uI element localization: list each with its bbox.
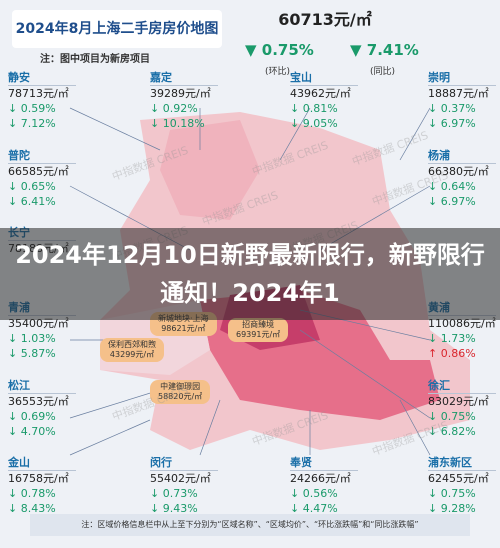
district-yoy: ↓ 6.97% <box>428 117 476 130</box>
district-price: 36553元/㎡ <box>8 395 69 408</box>
district-price: 35400元/㎡ <box>8 317 69 330</box>
district-name: 松江 <box>8 378 76 394</box>
district-mom: ↓ 0.64% <box>428 180 476 193</box>
district-mom: ↓ 1.73% <box>428 332 476 345</box>
district-name: 嘉定 <box>150 70 218 86</box>
yoy-value: 7.41% <box>366 41 419 59</box>
district-yoy: ↓ 9.43% <box>150 502 198 515</box>
project-name: 保利西郊和煦 <box>108 340 156 349</box>
project-price: 58820元/㎡ <box>158 392 203 401</box>
district-name: 崇明 <box>428 70 496 86</box>
district-name: 宝山 <box>290 70 358 86</box>
avg-price: 60713元/㎡ <box>278 10 372 29</box>
district-price: 24266元/㎡ <box>290 472 351 485</box>
district-price: 43962元/㎡ <box>290 87 351 100</box>
district-mom: ↓ 1.03% <box>8 332 56 345</box>
district-mom: ↓ 0.65% <box>8 180 56 193</box>
district-name: 杨浦 <box>428 148 496 164</box>
district-price: 110086元/㎡ <box>428 317 496 330</box>
district-name: 闵行 <box>150 455 218 471</box>
district-price: 18887元/㎡ <box>428 87 489 100</box>
overlay-title: 2024年12月10日新野最新限行，新野限行通知！2024年1 <box>15 241 485 307</box>
district-mom: ↓ 0.75% <box>428 487 476 500</box>
district-mom: ↓ 0.37% <box>428 102 476 115</box>
project-label: 招商臻境 69391元/㎡ <box>228 318 289 342</box>
district-info: 闵行 55402元/㎡ ↓ 0.73% ↓ 9.43% <box>150 455 218 516</box>
district-yoy: ↓ 9.28% <box>428 502 476 515</box>
district-mom: ↓ 0.75% <box>428 410 476 423</box>
note: 注：图中项目为新房项目 <box>40 54 150 65</box>
district-name: 普陀 <box>8 148 76 164</box>
district-yoy: ↓ 8.43% <box>8 502 56 515</box>
district-yoy: ↓ 10.18% <box>150 117 205 130</box>
district-info: 松江 36553元/㎡ ↓ 0.69% ↓ 4.70% <box>8 378 76 439</box>
mom-box: ▼ 0.75% (环比) <box>245 40 314 78</box>
footer: 注：区域价格信息栏中从上至下分别为“区域名称”、“区域均价”、“环比涨跌幅”和“… <box>30 514 470 536</box>
district-info: 崇明 18887元/㎡ ↓ 0.37% ↓ 6.97% <box>428 70 496 131</box>
map-title: 2024年8月上海二手房房价地图 <box>12 10 222 48</box>
district-mom: ↓ 0.69% <box>8 410 56 423</box>
project-name: 招商臻境 <box>242 320 275 329</box>
district-price: 66585元/㎡ <box>8 165 69 178</box>
district-info: 青浦35400元/㎡↓ 1.03%↓ 5.87% <box>8 300 76 361</box>
overlay-band <box>0 228 500 320</box>
mom: ▼ 0.75% <box>245 41 314 59</box>
district-price: 83029元/㎡ <box>428 395 489 408</box>
project-name: 中建御璟园 <box>160 382 201 391</box>
project-price: 43299元/㎡ <box>109 350 155 359</box>
district-yoy: ↓ 5.87% <box>8 347 56 360</box>
district-yoy: ↓ 4.47% <box>290 502 338 515</box>
district-mom: ↓ 0.78% <box>8 487 56 500</box>
yoy-box: ▼ 7.41% (同比) <box>350 40 419 78</box>
district-yoy: ↑ 0.86% <box>428 347 476 360</box>
district-info: 普陀 66585元/㎡ ↓ 0.65% ↓ 6.41% <box>8 148 76 209</box>
district-yoy: ↓ 6.82% <box>428 425 476 438</box>
district-info: 浦东新区 62455元/㎡ ↓ 0.75% ↓ 9.28% <box>428 455 496 516</box>
district-name: 奉贤 <box>290 455 358 471</box>
district-name: 金山 <box>8 455 76 471</box>
district-yoy: ↓ 6.41% <box>8 195 56 208</box>
district-yoy: ↓ 7.12% <box>8 117 56 130</box>
district-name: 浦东新区 <box>428 455 496 471</box>
district-info: 金山 16758元/㎡ ↓ 0.78% ↓ 8.43% <box>8 455 76 516</box>
district-info: 奉贤 24266元/㎡ ↓ 0.56% ↓ 4.47% <box>290 455 358 516</box>
district-info: 杨浦 66380元/㎡ ↓ 0.64% ↓ 6.97% <box>428 148 496 209</box>
mom-value: 0.75% <box>261 41 314 59</box>
district-info: 宝山 43962元/㎡ ↓ 0.81% ↓ 9.05% <box>290 70 358 131</box>
district-area <box>160 120 260 220</box>
district-mom: ↓ 0.59% <box>8 102 56 115</box>
district-info: 静安 78713元/㎡ ↓ 0.59% ↓ 7.12% <box>8 70 76 131</box>
district-price: 66380元/㎡ <box>428 165 489 178</box>
mom-label: (环比) <box>265 67 291 77</box>
district-mom: ↓ 0.73% <box>150 487 198 500</box>
district-yoy: ↓ 6.97% <box>428 195 476 208</box>
district-price: 62455元/㎡ <box>428 472 489 485</box>
district-price: 39289元/㎡ <box>150 87 211 100</box>
yoy: ▼ 7.41% <box>350 41 419 59</box>
project-label: 保利西郊和煦 43299元/㎡ <box>100 338 164 362</box>
district-price: 16758元/㎡ <box>8 472 69 485</box>
district-price: 78713元/㎡ <box>8 87 69 100</box>
district-info: 黄浦110086元/㎡↓ 1.73%↑ 0.86% <box>428 300 496 361</box>
district-info: 嘉定 39289元/㎡ ↓ 0.92% ↓ 10.18% <box>150 70 218 131</box>
district-mom: ↓ 0.81% <box>290 102 338 115</box>
district-price: 55402元/㎡ <box>150 472 211 485</box>
district-mom: ↓ 0.56% <box>290 487 338 500</box>
district-yoy: ↓ 4.70% <box>8 425 56 438</box>
district-mom: ↓ 0.92% <box>150 102 198 115</box>
district-yoy: ↓ 9.05% <box>290 117 338 130</box>
project-price: 98621元/㎡ <box>161 324 206 333</box>
yoy-label: (同比) <box>370 67 396 77</box>
district-name: 徐汇 <box>428 378 496 394</box>
project-price: 69391元/㎡ <box>236 330 281 339</box>
district-info: 徐汇 83029元/㎡ ↓ 0.75% ↓ 6.82% <box>428 378 496 439</box>
district-name: 静安 <box>8 70 76 86</box>
project-label: 中建御璟园 58820元/㎡ <box>150 380 211 404</box>
